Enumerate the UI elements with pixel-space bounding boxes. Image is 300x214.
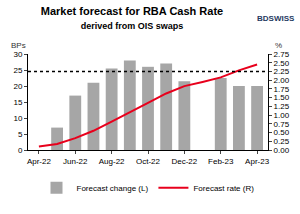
svg-text:1.25: 1.25 [274,102,290,111]
svg-text:1.50: 1.50 [274,93,290,102]
svg-text:2.00: 2.00 [274,76,290,85]
svg-text:1.00: 1.00 [274,111,290,120]
svg-text:BPs: BPs [11,41,26,50]
svg-text:Apr-23: Apr-23 [245,157,270,166]
svg-text:Apr-22: Apr-22 [27,157,52,166]
svg-text:Feb-23: Feb-23 [208,157,234,166]
svg-text:Market forecast for RBA Cash R: Market forecast for RBA Cash Ratederived… [41,5,223,31]
svg-text:0.25: 0.25 [274,137,290,146]
svg-text:0.00: 0.00 [274,146,290,155]
svg-text:15: 15 [13,98,22,107]
svg-text:%: % [275,41,282,50]
svg-text:2.75: 2.75 [274,50,290,59]
svg-text:Oct-22: Oct-22 [136,157,161,166]
svg-text:Forecast rate (R): Forecast rate (R) [193,184,254,193]
svg-text:Dec-22: Dec-22 [171,157,197,166]
svg-text:Jun-22: Jun-22 [63,157,88,166]
svg-text:5: 5 [18,130,23,139]
svg-text:0.50: 0.50 [274,128,290,137]
svg-text:2.25: 2.25 [274,67,290,76]
svg-text:Aug-22: Aug-22 [99,157,125,166]
svg-text:0.75: 0.75 [274,120,290,129]
svg-text:10: 10 [13,114,22,123]
svg-text:2.50: 2.50 [274,59,290,68]
svg-text:1.75: 1.75 [274,85,290,94]
svg-text:30: 30 [13,50,22,59]
svg-text:0: 0 [18,146,23,155]
svg-text:Forecast change (L): Forecast change (L) [77,184,149,193]
svg-text:20: 20 [13,82,22,91]
svg-text:BDSWISS: BDSWISS [257,14,295,23]
svg-text:25: 25 [13,66,22,75]
